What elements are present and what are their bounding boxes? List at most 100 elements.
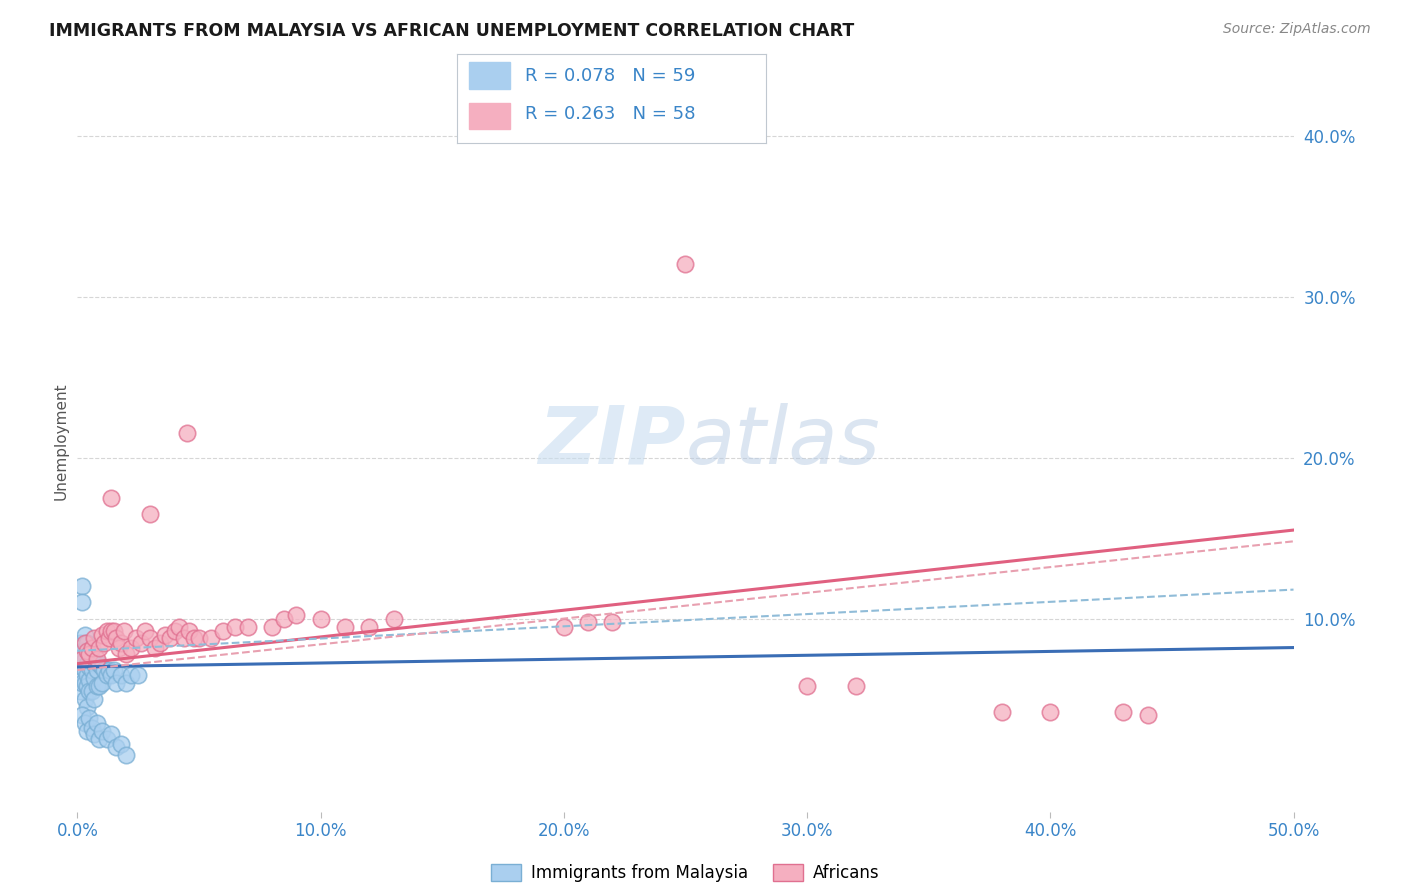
Point [273,611,295,625]
Point [83,692,105,706]
Point [153,628,176,642]
Point [70,708,93,723]
Point [79,711,101,725]
Point [103,624,125,639]
Point [105,676,128,690]
Point [173,631,195,645]
Point [115,748,138,763]
Point [90,628,112,642]
Point [79,647,101,661]
Point [83,631,105,645]
Point [76,657,98,671]
Point [69,652,91,666]
Point [86,679,108,693]
Point [110,668,132,682]
Point [73,652,96,666]
Point [112,624,135,639]
Point [236,619,259,633]
Text: ZIP: ZIP [538,402,686,481]
Point [176,426,198,441]
Point [309,611,332,625]
Point [79,673,101,687]
Point [89,640,111,655]
Point [134,624,156,639]
Point [110,737,132,751]
Point [576,615,599,629]
Point [73,628,96,642]
Point [333,619,356,633]
Point [73,692,96,706]
Point [143,640,166,655]
Point [260,619,283,633]
Point [149,636,172,650]
Point [70,652,93,666]
Point [97,631,120,645]
Point [107,640,129,655]
Point [86,716,108,731]
Point [96,668,118,682]
Point [105,631,128,645]
Point [163,624,186,639]
Point [80,721,103,735]
Point [179,624,201,639]
Point [93,663,115,677]
Point [76,679,98,693]
Point [90,676,112,690]
Point [70,579,93,593]
Point [73,716,96,731]
Point [69,684,91,698]
Point [100,624,122,639]
Point [83,657,105,671]
Point [139,631,162,645]
Point [169,619,191,633]
Point [80,684,103,698]
Point [76,636,98,650]
Point [990,705,1012,719]
Point [70,644,93,658]
Point [100,668,122,682]
Point [120,668,142,682]
Point [125,631,148,645]
Point [79,660,101,674]
Point [83,671,105,685]
Point [76,644,98,658]
Point [69,668,91,682]
Point [73,676,96,690]
Point [1136,708,1159,723]
Point [382,611,405,625]
Point [139,507,162,521]
Point [69,636,91,650]
Point [127,668,149,682]
Point [70,595,93,609]
Text: R = 0.078   N = 59: R = 0.078 N = 59 [524,67,696,85]
Point [76,724,98,739]
Point [675,258,697,272]
Point [110,636,132,650]
Point [602,615,624,629]
Point [70,676,93,690]
Point [79,644,101,658]
Point [97,663,120,677]
Bar [470,103,509,129]
Point [285,608,308,623]
Point [80,652,103,666]
Point [845,679,868,693]
Point [129,636,152,650]
Text: Source: ZipAtlas.com: Source: ZipAtlas.com [1223,22,1371,37]
Point [183,631,205,645]
Point [100,491,122,505]
Point [89,679,111,693]
Point [73,663,96,677]
Point [93,636,115,650]
Point [105,740,128,755]
Point [103,663,125,677]
Point [83,727,105,741]
Point [73,636,96,650]
Point [89,732,111,747]
Point [115,676,138,690]
Point [90,724,112,739]
Point [96,732,118,747]
Point [224,619,246,633]
Point [159,631,181,645]
Bar [470,62,509,89]
